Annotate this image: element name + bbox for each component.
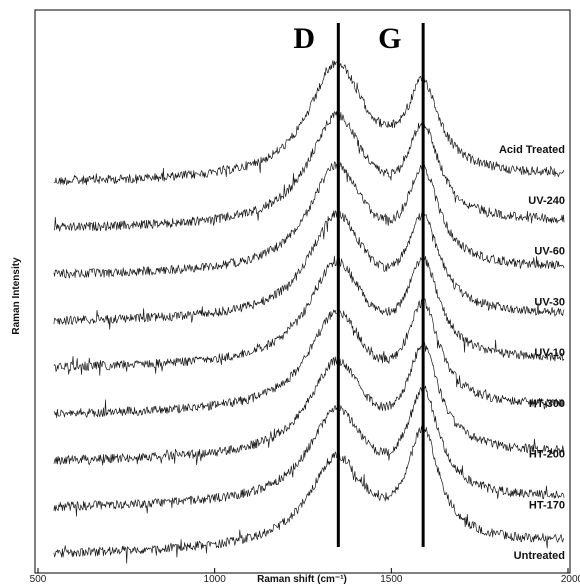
peak-label-g: G — [378, 22, 401, 55]
x-tick-label: 2000 — [561, 574, 580, 585]
y-axis-title: Raman Intensity — [11, 257, 22, 335]
series-label: UV-240 — [528, 195, 565, 207]
series-label: UV-60 — [534, 246, 565, 258]
spectrum-line-ht-170 — [53, 385, 565, 517]
x-tick-label: 500 — [30, 574, 47, 585]
series-label: Untreated — [514, 550, 565, 562]
spectra-group — [53, 58, 565, 564]
x-ticks-group: 500 1000 1500 2000 — [30, 568, 580, 585]
spectrum-line-uv-60 — [53, 161, 565, 279]
spectrum-line-ht-300 — [53, 298, 565, 418]
x-tick-label: 1000 — [204, 574, 227, 585]
series-label: HT-300 — [529, 398, 565, 410]
series-label: HT-170 — [529, 499, 565, 511]
spectrum-line-uv-240 — [53, 111, 565, 232]
x-tick-label: 1500 — [380, 574, 403, 585]
spectrum-line-uv-30 — [53, 209, 565, 330]
spectrum-line-ht-200 — [53, 341, 565, 466]
peak-label-d: D — [293, 22, 315, 55]
series-label: HT-200 — [529, 449, 565, 461]
series-label: UV-30 — [534, 296, 565, 308]
spectrum-line-uv-10 — [53, 254, 565, 376]
plot-frame — [34, 9, 571, 574]
series-label: Acid Treated — [499, 144, 565, 156]
series-label: UV-10 — [534, 347, 565, 359]
spectrum-line-acid-treated — [53, 58, 565, 186]
series-labels-group: Acid Treated UV-240 UV-60 UV-30 UV-10 HT-300 H… — [499, 144, 565, 562]
spectrum-line-untreated — [53, 423, 565, 564]
x-axis-title: Raman shift (cm⁻¹) — [257, 574, 347, 585]
